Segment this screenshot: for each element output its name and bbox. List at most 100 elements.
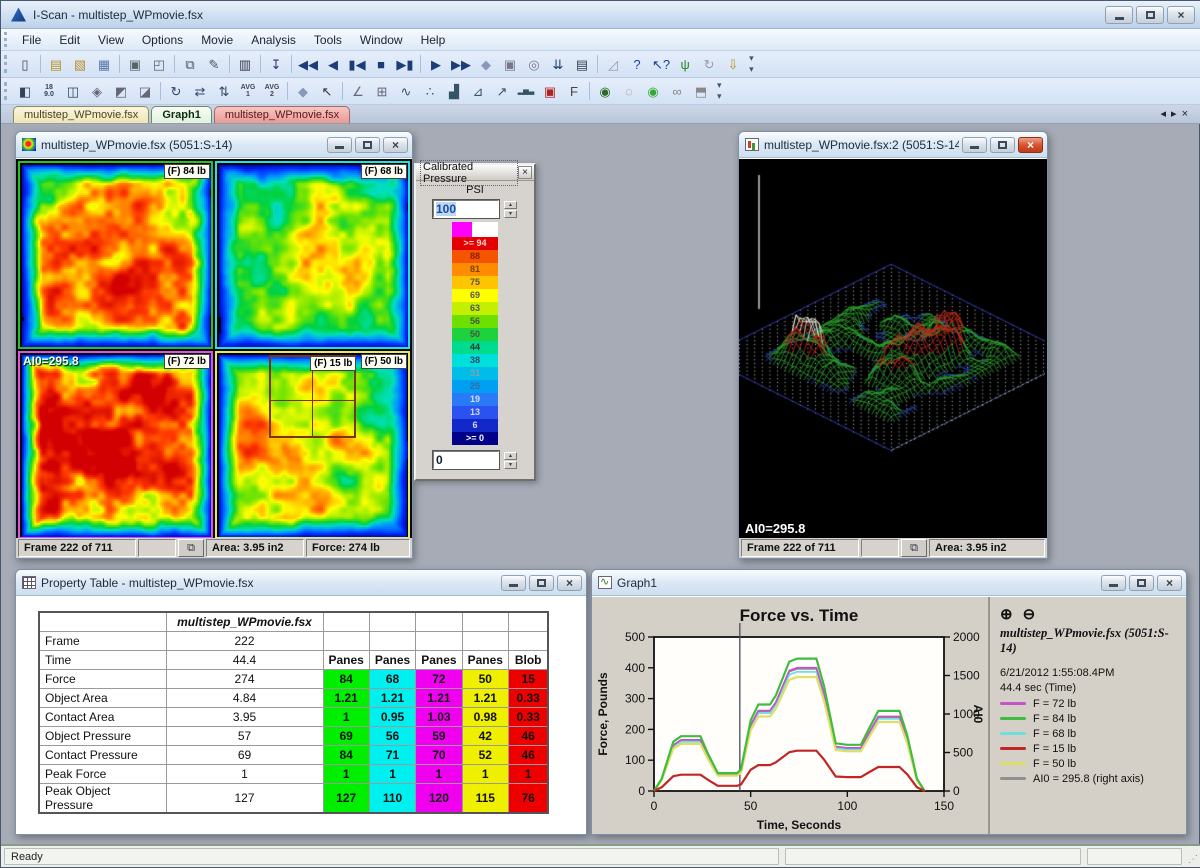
navigate-diamond-icon[interactable]: ◆ <box>298 83 308 99</box>
protractor-icon[interactable]: ◿ <box>608 56 618 72</box>
pressure-map-title-bar[interactable]: multistep_WPmovie.fsx (5051:S-14) × <box>16 132 412 158</box>
save-icon[interactable]: ▦ <box>97 56 111 72</box>
copy-icon[interactable]: ⧉ <box>185 56 195 72</box>
prop-maximize-button[interactable] <box>529 574 554 591</box>
show-values-icon[interactable]: 18 9.0 <box>44 84 54 98</box>
maximize-button[interactable] <box>1136 6 1164 24</box>
menu-edit[interactable]: Edit <box>59 32 81 47</box>
edit-copy-icon[interactable]: ✎ <box>208 56 220 72</box>
save-frame-icon[interactable]: ↧ <box>270 56 282 72</box>
menu-movie[interactable]: Movie <box>201 32 234 47</box>
angle-tool-icon[interactable]: ∠ <box>352 83 364 99</box>
line-graph-icon[interactable]: ∿ <box>400 83 412 99</box>
peak-graph-icon[interactable]: ⊿ <box>472 83 484 99</box>
help-icon[interactable]: ? <box>633 56 641 72</box>
menu-options[interactable]: Options <box>141 32 184 47</box>
zoom-out-icon[interactable]: ⊖ <box>1022 606 1046 623</box>
close-button[interactable]: × <box>1167 6 1195 24</box>
menu-tools[interactable]: Tools <box>313 32 342 47</box>
tilt-left-icon[interactable]: ◩ <box>114 83 128 99</box>
movie-capture-icon[interactable]: ◉ <box>599 83 611 99</box>
view-3d-title-bar[interactable]: multistep_WPmovie.fsx:2 (5051:S-14) × <box>739 132 1047 158</box>
stop-icon[interactable]: ■ <box>377 56 385 72</box>
first-frame-icon[interactable]: ▮◀ <box>348 56 366 72</box>
minimize-button[interactable] <box>1105 6 1133 24</box>
open-recent-icon[interactable]: ⇩ <box>727 56 739 72</box>
resize-grip[interactable]: ⋰ <box>1188 854 1198 865</box>
link-frames-icon[interactable]: ∞ <box>672 83 682 99</box>
find-frame-icon[interactable]: ◎ <box>528 56 540 72</box>
legend-max-input[interactable]: 100 <box>432 199 500 219</box>
last-frame-icon[interactable]: ▶▮ <box>396 56 414 72</box>
menu-file[interactable]: File <box>22 32 42 47</box>
toolbar1-overflow-icon[interactable]: ▾ ▾ <box>749 53 754 74</box>
tab-2-multistep-wpmovie-fsx[interactable]: multistep_WPmovie.fsx <box>213 106 351 123</box>
menu-window[interactable]: Window <box>359 32 403 47</box>
pressure-quadrant-1[interactable]: (F) 68 lb <box>215 161 410 349</box>
pointer-tool-icon[interactable]: ↖ <box>321 83 333 99</box>
zoom-in-icon[interactable]: ⊕ <box>1000 606 1023 623</box>
fast-forward-icon[interactable]: ▶▶ <box>451 56 471 72</box>
video-export-icon[interactable]: ◉ <box>647 83 659 99</box>
legend-min-spin-down-icon[interactable]: ▼ <box>504 460 517 469</box>
graph-maximize-button[interactable] <box>1129 574 1154 591</box>
graph-minimize-button[interactable] <box>1101 574 1126 591</box>
tilt-right-icon[interactable]: ◪ <box>138 83 152 99</box>
view3d-minimize-button[interactable] <box>962 136 987 153</box>
swap-axes-icon[interactable]: ⇄ <box>194 83 206 99</box>
view-3d-window[interactable]: multistep_WPmovie.fsx:2 (5051:S-14) × AI… <box>738 131 1048 559</box>
tab-0-multistep-wpmovie-fsx[interactable]: multistep_WPmovie.fsx <box>13 106 150 123</box>
graph-window[interactable]: Graph1 × Force vs. Time01002003004005000… <box>591 569 1187 835</box>
tab-active-1-graph1[interactable]: Graph1 <box>151 106 212 123</box>
print-preview-icon[interactable]: ◰ <box>152 56 166 72</box>
legend-title-bar[interactable]: Calibrated Pressure × <box>416 159 534 186</box>
pane-layout-icon[interactable]: ◫ <box>66 83 80 99</box>
legend-min-spin-up-icon[interactable]: ▲ <box>504 451 517 460</box>
camera-icon[interactable]: ▣ <box>503 56 517 72</box>
pressure-quadrant-2[interactable]: AI0=295.8 (F) 72 lb <box>18 351 213 538</box>
print-report-icon[interactable]: ▣ <box>543 83 557 99</box>
property-table-title-bar[interactable]: Property Table - multistep_WPmovie.fsx × <box>16 570 586 596</box>
rotate-3d-icon[interactable]: ↻ <box>703 56 715 72</box>
film-strip-icon[interactable]: ▥ <box>238 56 252 72</box>
toolbar2-overflow-icon[interactable]: ▾ ▾ <box>717 80 722 101</box>
pressure-quadrant-3[interactable]: (F) 15 lb (F) 50 lb <box>215 351 410 538</box>
prop-close-button[interactable]: × <box>557 574 582 591</box>
prop-minimize-button[interactable] <box>501 574 526 591</box>
legend-max-spin-down-icon[interactable]: ▼ <box>504 209 517 218</box>
tab-scroll-right-icon[interactable]: ▸ <box>1171 108 1182 120</box>
trace-graph-icon[interactable]: ↗ <box>496 83 508 99</box>
legend-min-input[interactable]: 0 <box>432 450 500 470</box>
view3d-cascade-windows-icon[interactable]: ⧉ <box>901 539 927 557</box>
calibrated-pressure-window[interactable]: Calibrated Pressure × PSI 100 ▲ ▼ >= 94 8… <box>414 159 536 481</box>
rotate-view-icon[interactable]: ↻ <box>170 83 182 99</box>
view3d-close-button[interactable]: × <box>1018 136 1043 153</box>
open-map-icon[interactable]: ▧ <box>73 56 87 72</box>
map-maximize-button[interactable] <box>355 136 380 153</box>
legend-close-icon[interactable]: × <box>518 166 532 179</box>
step-back-icon[interactable]: ◀ <box>328 56 338 72</box>
print-icon[interactable]: ▣ <box>128 56 142 72</box>
menu-view[interactable]: View <box>98 32 124 47</box>
split-view-icon[interactable]: ◧ <box>18 83 32 99</box>
rewind-icon[interactable]: ◀◀ <box>298 56 318 72</box>
map-close-button[interactable]: × <box>383 136 408 153</box>
rotation-diamond-icon[interactable]: ◈ <box>92 83 102 99</box>
drop-frames-icon[interactable]: ⇊ <box>552 56 564 72</box>
new-file-icon[interactable]: ▯ <box>21 56 29 72</box>
force-file-icon[interactable]: F <box>570 83 578 99</box>
area-graph-icon[interactable]: ▟ <box>449 83 459 99</box>
scatter-graph-icon[interactable]: ∴ <box>425 83 435 99</box>
average-2-icon[interactable]: AVG 2 <box>264 84 280 98</box>
graph-title-bar[interactable]: Graph1 × <box>592 570 1186 596</box>
graph-close-button[interactable]: × <box>1157 574 1182 591</box>
menu-analysis[interactable]: Analysis <box>251 32 296 47</box>
snapshot-icon[interactable]: ⬒ <box>694 83 708 99</box>
video-camera-icon[interactable]: ◌ <box>625 83 633 99</box>
legend-max-spin-up-icon[interactable]: ▲ <box>504 200 517 209</box>
property-table-window[interactable]: Property Table - multistep_WPmovie.fsx ×… <box>15 569 587 835</box>
play-icon[interactable]: ▶ <box>431 56 441 72</box>
tab-scroll-left-icon[interactable]: ◂ <box>1160 108 1172 120</box>
view3d-maximize-button[interactable] <box>990 136 1015 153</box>
map-minimize-button[interactable] <box>327 136 352 153</box>
